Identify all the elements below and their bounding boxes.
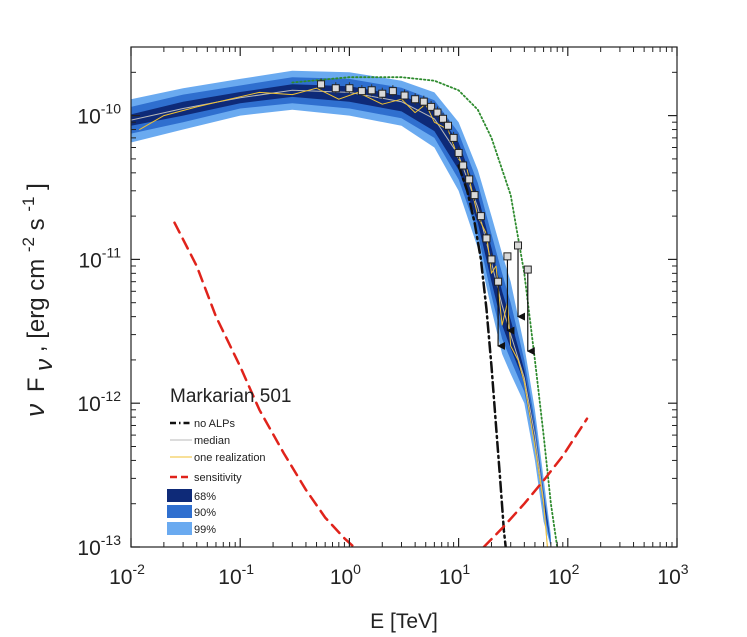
legend-label: median (194, 435, 230, 447)
legend-swatch-99pct (167, 522, 192, 535)
data-point (449, 133, 458, 142)
data-point (487, 255, 496, 264)
series-no-ALPs (457, 164, 507, 547)
data-point (317, 80, 326, 89)
y-axis-label: ν F ν , [erg cm -2 s -1 ] (13, 183, 58, 417)
y-tick-label: 10-13 (77, 532, 121, 560)
band-90pct (131, 77, 551, 547)
data-point (465, 175, 474, 184)
chart-title: Markarian 501 (170, 386, 291, 407)
data-point (439, 114, 448, 123)
legend: no ALPs median one realization sensitivity 6… (167, 418, 266, 536)
series-sensitivity-low (173, 221, 356, 547)
data-point (454, 148, 463, 157)
data-point (345, 84, 354, 93)
x-tick-label: 103 (657, 561, 688, 589)
x-tick-label: 10-2 (109, 561, 145, 589)
y-label-nu: ν (20, 404, 50, 417)
upper-limit-point (494, 277, 503, 286)
legend-label: 90% (194, 507, 216, 519)
y-label-close: ] (23, 183, 50, 190)
data-point (444, 121, 453, 130)
y-tick-label: 10-12 (77, 388, 121, 416)
data-point (400, 91, 409, 100)
legend-label: no ALPs (194, 418, 235, 430)
legend-label: one realization (194, 452, 266, 464)
data-point (482, 234, 491, 243)
data-point (419, 97, 428, 106)
y-label-nu-sub: ν (31, 359, 58, 371)
legend-label: sensitivity (194, 472, 242, 484)
series-sensitivity-high (482, 417, 589, 547)
data-point (378, 89, 387, 98)
upper-limit-point (514, 241, 523, 250)
x-axis-label: E [TeV] (370, 610, 438, 633)
upper-limit-point (503, 252, 512, 261)
x-tick-label: 102 (548, 561, 579, 589)
y-tick-label: 10-11 (78, 244, 121, 272)
y-label-s: s (23, 218, 50, 230)
legend-label: 68% (194, 491, 216, 503)
data-point (357, 87, 366, 96)
data-point (433, 108, 442, 117)
axes: 10-2 10-1 100 101 102 103 10-10 10-11 10-12 10-13 (77, 46, 689, 589)
data-point (470, 191, 479, 200)
confidence-bands (131, 70, 551, 547)
data-point (411, 95, 420, 104)
data-point (476, 212, 485, 221)
upper-limit-point (523, 265, 532, 274)
x-tick-label: 10-1 (218, 561, 254, 589)
x-tick-label: 100 (330, 561, 361, 589)
y-label-f: F (23, 377, 50, 392)
measured-points (317, 78, 535, 356)
data-point (427, 102, 436, 111)
data-point (388, 87, 397, 96)
y-tick-label: 10-10 (77, 101, 121, 129)
data-point (459, 161, 468, 170)
legend-label: 99% (194, 524, 216, 536)
series-green-dotted-model (291, 76, 559, 547)
data-point (367, 86, 376, 95)
data-point (331, 84, 340, 93)
legend-swatch-68pct (167, 489, 192, 502)
legend-swatch-90pct (167, 505, 192, 518)
y-label-exp-cm: -2 (19, 237, 38, 252)
y-label-units: , [erg cm (23, 259, 50, 352)
plot-frame (130, 46, 678, 548)
y-label-exp-s: -1 (19, 197, 38, 212)
x-tick-label: 101 (439, 561, 470, 589)
